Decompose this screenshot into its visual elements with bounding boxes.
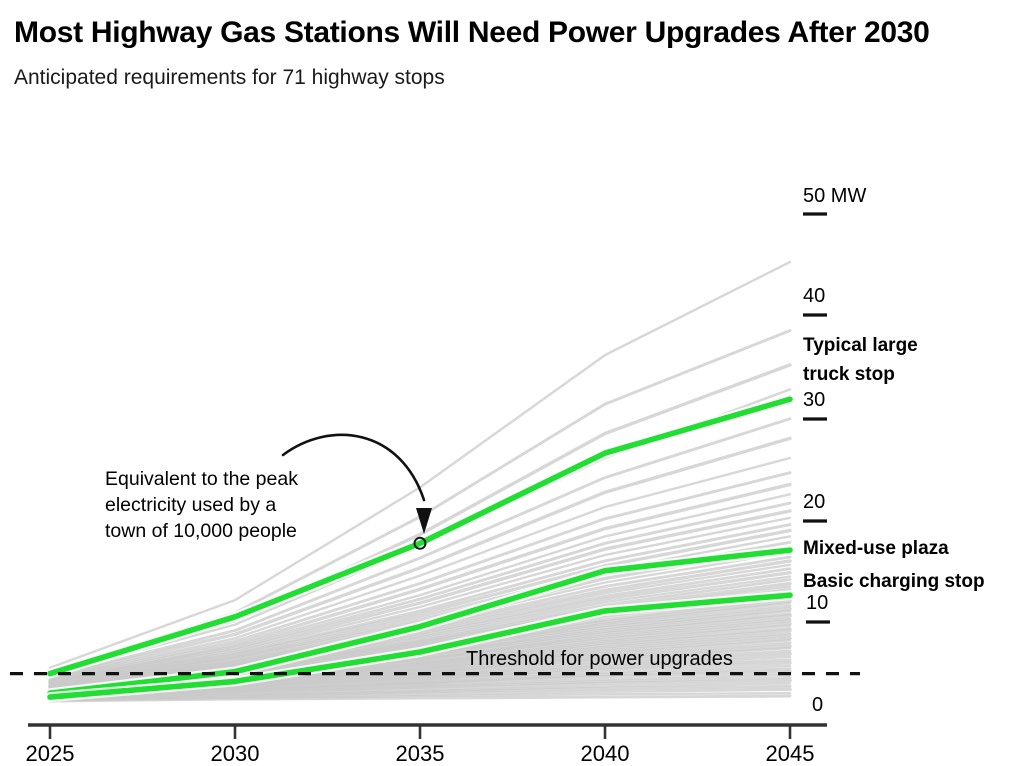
series-label-mixed-use: Mixed-use plaza [803,538,949,559]
callout-text-line3: town of 10,000 people [105,520,297,542]
background-series-line [48,509,792,685]
background-series-line [48,516,792,684]
series-labels-group: Typical large truck stop Mixed-use plaza… [803,335,985,592]
page-subtitle: Anticipated requirements for 71 highway … [14,65,445,89]
threshold-label: Threshold for power upgrades [466,648,733,670]
xtick-label-2025: 2025 [26,741,75,766]
chart-header: Most Highway Gas Stations Will Need Powe… [14,12,1004,90]
callout-text-line2: electricity used by a [105,494,276,516]
ytick-label-50: 50 MW [803,185,866,207]
ytick-label-10: 10 [806,592,828,614]
highlighted-series-line [47,547,793,696]
background-series-line [48,456,792,680]
ytick-label-30: 30 [803,389,825,411]
background-series-line [48,417,792,678]
xtick-label-2030: 2030 [211,741,260,766]
background-series-line [48,482,792,683]
callout-text-line1: Equivalent to the peak [105,468,298,490]
xtick-label-2035: 2035 [396,741,445,766]
x-axis-group: 2025 2030 2035 2040 2045 [26,723,827,766]
background-series-line [48,471,792,681]
callout-arrow-curve [281,433,426,502]
y-axis-group: 50 MW 40 30 20 10 0 [803,185,866,716]
highlighted-series-line [47,396,793,677]
ytick-label-40: 40 [803,285,825,307]
callout-annotation-group: Equivalent to the peak electricity used … [105,433,432,550]
background-series-line [48,528,792,686]
ytick-label-20: 20 [803,491,825,513]
callout-arrowhead-icon [416,508,432,534]
series-label-truck-stop-line1: Typical large [803,335,918,356]
highlighted-series-line [47,592,793,700]
series-label-truck-stop-line2: truck stop [803,364,895,385]
xtick-label-2045: 2045 [766,741,815,766]
page-title: Most Highway Gas Stations Will Need Powe… [14,16,930,49]
callout-point-marker [413,536,427,550]
xtick-label-2040: 2040 [581,741,630,766]
ytick-label-0: 0 [812,694,823,716]
highlighted-series-group [45,394,795,703]
series-label-basic: Basic charging stop [803,571,985,592]
background-series-line [48,694,792,703]
background-series-line [48,436,792,680]
